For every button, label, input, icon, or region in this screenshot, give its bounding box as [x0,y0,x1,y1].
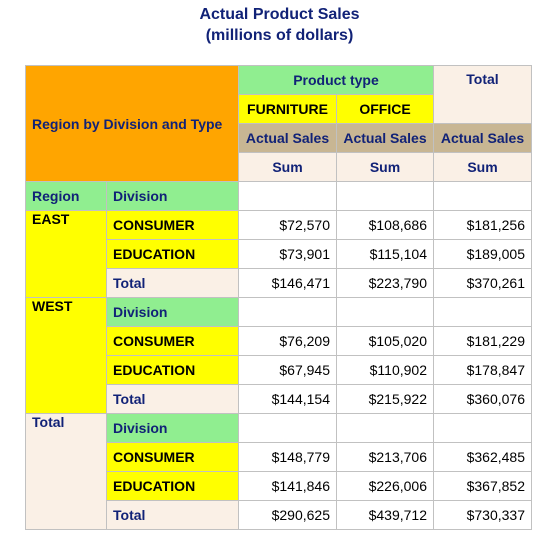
data-cell: $360,076 [433,384,532,414]
region-cell-east: EAST [25,210,107,298]
division-cell: EDUCATION [106,355,239,385]
division-cell: CONSUMER [106,326,239,356]
division-cell: CONSUMER [106,442,239,472]
product-type-furniture: FURNITURE [238,94,337,124]
data-cell: $141,846 [238,471,337,501]
stat-header: Sum [238,152,337,182]
data-cell: $370,261 [433,268,532,298]
data-cell: $730,337 [433,500,532,530]
data-cell: $223,790 [336,268,434,298]
data-cell: $178,847 [433,355,532,385]
division-cell: EDUCATION [106,239,239,269]
division-class-header: Division [106,413,239,443]
row-col-header: Region by Division and Type [25,65,239,182]
division-cell: CONSUMER [106,210,239,240]
data-cell: $110,902 [336,355,434,385]
data-cell: $290,625 [238,500,337,530]
data-cell: $72,570 [238,210,337,240]
data-cell: $115,104 [336,239,434,269]
total-column-header: Total [433,65,532,124]
stat-header: Sum [433,152,532,182]
data-cell: $148,779 [238,442,337,472]
subtotal-label: Total [106,384,239,414]
subtotal-label: Total [106,268,239,298]
data-cell: $108,686 [336,210,434,240]
product-type-header: Product type [238,65,434,95]
division-cell: EDUCATION [106,471,239,501]
data-cell: $362,485 [433,442,532,472]
grand-total-label: Total [106,500,239,530]
analysis-header: Actual Sales [433,123,532,153]
data-cell: $67,945 [238,355,337,385]
data-cell: $213,706 [336,442,434,472]
data-cell: $144,154 [238,384,337,414]
analysis-header: Actual Sales [238,123,337,153]
division-class-header: Division [106,181,239,211]
division-class-header: Division [106,297,239,327]
data-cell: $146,471 [238,268,337,298]
sales-table: Region by Division and Type Product type… [25,65,532,530]
data-cell: $367,852 [433,471,532,501]
data-cell: $226,006 [336,471,434,501]
data-cell: $189,005 [433,239,532,269]
region-cell-total: Total [25,413,107,530]
region-class-header: Region [25,181,107,211]
data-cell: $76,209 [238,326,337,356]
stat-header: Sum [336,152,434,182]
data-cell: $181,229 [433,326,532,356]
data-cell: $215,922 [336,384,434,414]
region-cell-west: WEST [25,297,107,414]
data-cell: $181,256 [433,210,532,240]
data-cell: $105,020 [336,326,434,356]
data-cell: $439,712 [336,500,434,530]
product-type-office: OFFICE [336,94,434,124]
report-subtitle: (millions of dollars) [205,27,354,44]
report-title: Actual Product Sales [199,6,360,23]
data-cell: $73,901 [238,239,337,269]
analysis-header: Actual Sales [336,123,434,153]
